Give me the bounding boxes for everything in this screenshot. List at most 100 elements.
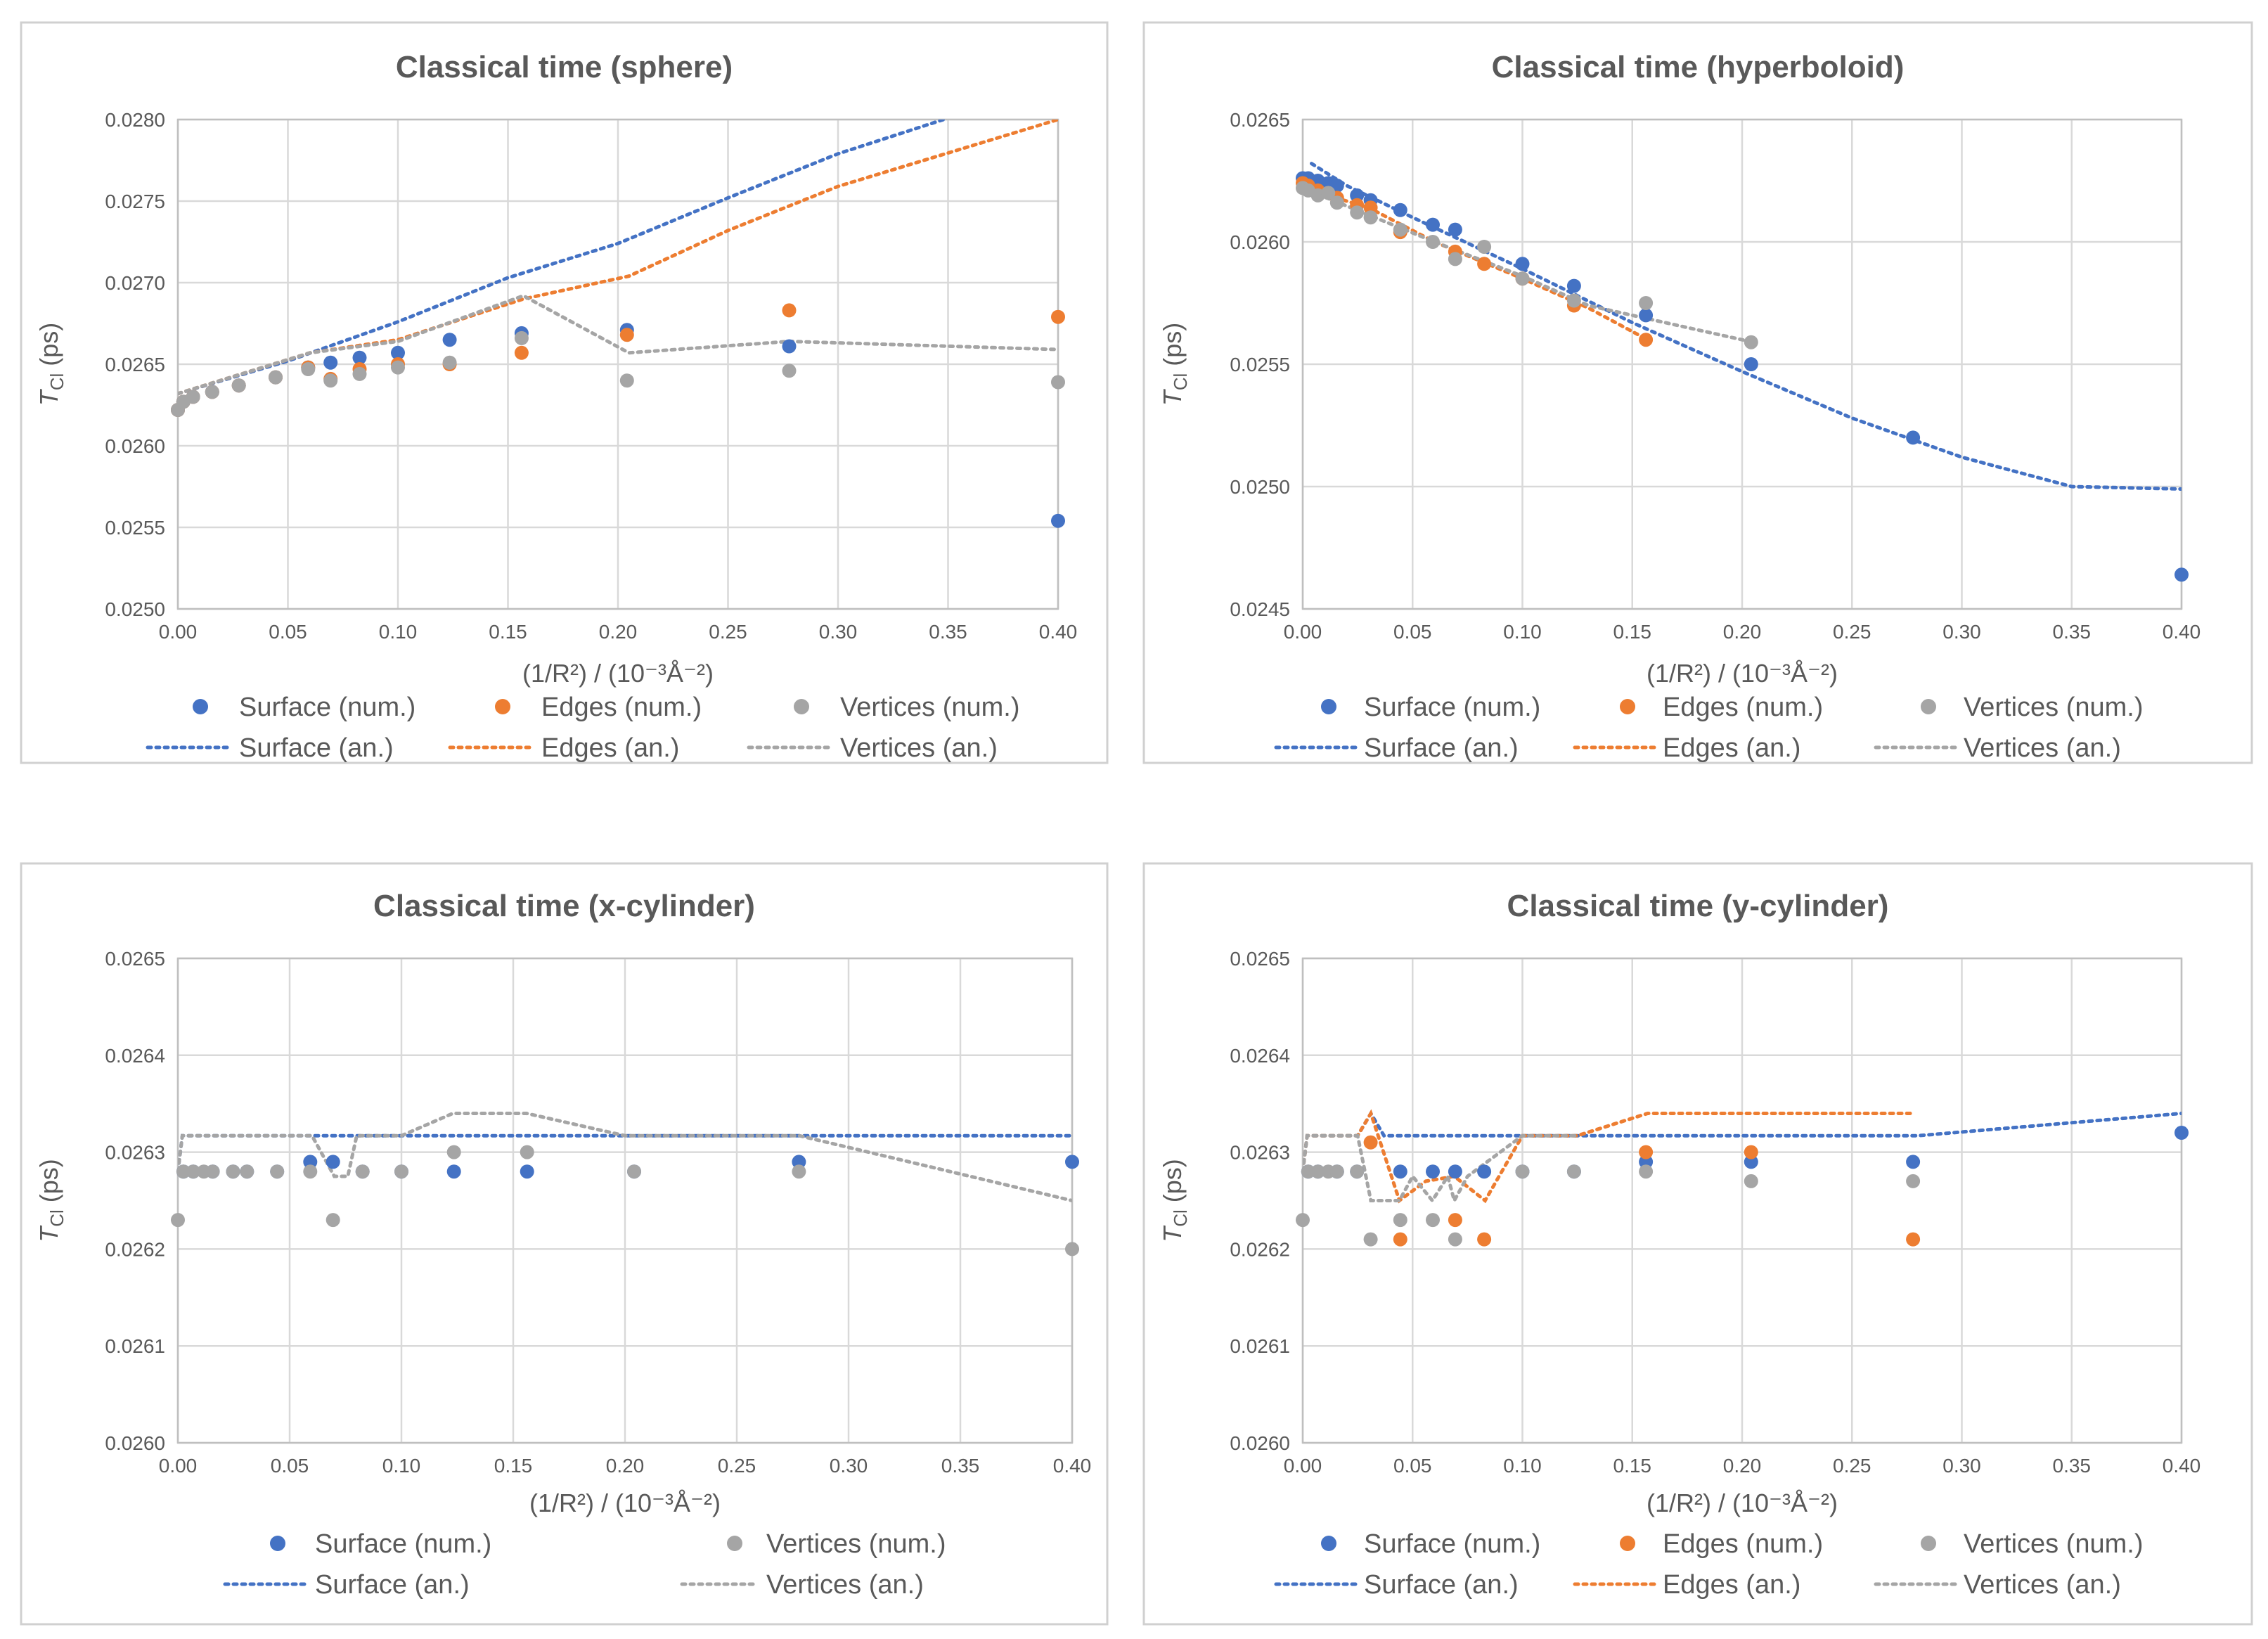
chart-frame <box>1142 862 2253 1626</box>
legend-label: Vertices (num.) <box>766 1529 946 1559</box>
data-point <box>1301 1164 1315 1179</box>
data-point <box>176 1164 191 1179</box>
data-point <box>1744 335 1758 349</box>
y-tick-label: 0.0265 <box>1230 948 1290 970</box>
y-tick-label: 0.0263 <box>1230 1142 1290 1164</box>
data-point <box>323 373 338 388</box>
y-tick-label: 0.0262 <box>105 1238 165 1260</box>
chart-title: Classical time (sphere) <box>396 50 733 84</box>
data-point <box>1051 309 1065 324</box>
data-point <box>619 328 634 342</box>
data-point <box>1639 308 1654 323</box>
data-point <box>1448 1164 1462 1179</box>
data-point <box>1448 1213 1462 1228</box>
data-point <box>1296 1213 1310 1228</box>
legend-label: Surface (num.) <box>239 693 415 722</box>
y-tick-label: 0.0275 <box>105 191 165 212</box>
chart-title: Classical time (y-cylinder) <box>1507 889 1889 923</box>
legend-marker <box>1321 699 1336 714</box>
y-tick-label: 0.0255 <box>1230 354 1290 375</box>
data-point <box>391 345 405 360</box>
y-tick-label: 0.0250 <box>105 598 165 620</box>
data-point <box>446 1145 461 1159</box>
plot-area <box>176 118 1059 610</box>
y-tick-label: 0.0260 <box>1230 231 1290 253</box>
data-point <box>1477 1164 1492 1179</box>
series-points-vertices-num <box>1296 181 1758 349</box>
data-point <box>352 350 367 365</box>
legend-label: Vertices (an.) <box>1964 1570 2121 1600</box>
data-point <box>1363 200 1378 215</box>
x-axis-label: (1/R²) / (10⁻³Å⁻²) <box>1647 659 1838 688</box>
legend-label: Edges (an.) <box>1663 733 1800 763</box>
data-point <box>1906 1232 1921 1247</box>
data-point <box>205 1164 220 1179</box>
legend-label: Surface (an.) <box>1364 1570 1519 1600</box>
y-tick-label: 0.0263 <box>105 1142 165 1164</box>
data-point <box>1639 1164 1654 1179</box>
x-tick-label: 0.20 <box>599 621 638 643</box>
legend-marker <box>794 699 809 714</box>
data-point <box>303 1164 318 1179</box>
data-point <box>394 1164 408 1179</box>
x-tick-label: 0.15 <box>1613 621 1652 643</box>
series-points-vertices-num <box>171 330 1065 417</box>
x-tick-label: 0.10 <box>1503 1455 1542 1477</box>
x-tick-label: 0.05 <box>271 1455 309 1477</box>
data-point <box>619 373 634 388</box>
x-tick-label: 0.05 <box>1393 621 1432 643</box>
x-axis-label: (1/R²) / (10⁻³Å⁻²) <box>522 659 714 688</box>
data-point <box>1477 1232 1492 1247</box>
x-tick-label: 0.35 <box>2053 1455 2092 1477</box>
legend-label: Edges (num.) <box>1663 693 1823 722</box>
y-tick-label: 0.0260 <box>1230 1432 1290 1454</box>
data-point <box>1515 257 1530 271</box>
x-tick-label: 0.40 <box>1053 1455 1092 1477</box>
x-axis-label: (1/R²) / (10⁻³Å⁻²) <box>529 1489 721 1517</box>
data-point <box>1321 186 1336 200</box>
data-point <box>1426 1213 1440 1228</box>
x-tick-label: 0.15 <box>494 1455 533 1477</box>
legend-label: Surface (num.) <box>315 1529 491 1559</box>
series-points-vertices-num <box>171 1145 1079 1256</box>
data-point <box>1477 257 1492 271</box>
legend-marker <box>1321 1536 1336 1551</box>
data-point <box>1566 293 1581 308</box>
legend: Surface (num.) Edges (num.) Vertices (num.… <box>1274 1529 2144 1600</box>
legend-marker <box>495 699 510 714</box>
series-line-surface-an <box>1310 162 2182 491</box>
x-tick-label: 0.15 <box>1613 1455 1652 1477</box>
data-point <box>270 1164 285 1179</box>
data-point <box>1393 1213 1407 1228</box>
chart-panel-1: Classical time (sphere) 0.00 0.05 0.10 0.15 0… <box>20 21 1109 764</box>
y-tick-label: 0.0260 <box>105 1432 165 1454</box>
x-tick-label: 0.20 <box>1723 621 1762 643</box>
data-point <box>1363 210 1378 225</box>
data-point <box>1448 1232 1462 1247</box>
y-tick-label: 0.0255 <box>105 517 165 539</box>
data-point <box>1566 1164 1581 1179</box>
data-point <box>446 1164 461 1179</box>
data-point <box>442 355 457 370</box>
y-tick-label: 0.0264 <box>1230 1045 1290 1067</box>
x-tick-label: 0.25 <box>709 621 747 643</box>
x-tick-label: 0.25 <box>718 1455 756 1477</box>
legend-marker <box>193 699 208 714</box>
legend-label: Surface (an.) <box>1364 733 1519 763</box>
data-point <box>1363 1135 1378 1150</box>
x-tick-label: 0.35 <box>929 621 967 643</box>
data-point <box>1515 1164 1530 1179</box>
x-tick-label: 0.35 <box>941 1455 980 1477</box>
x-tick-label: 0.30 <box>819 621 858 643</box>
y-tick-label: 0.0265 <box>105 354 165 375</box>
x-tick-label: 0.10 <box>379 621 418 643</box>
legend-marker <box>1921 699 1936 714</box>
legend-label: Edges (num.) <box>1663 1529 1823 1559</box>
data-point <box>782 339 797 354</box>
y-axis-label: TCl (ps) <box>34 1159 67 1242</box>
chart-panel-3: Classical time (x-cylinder) 0.00 0.05 0.10 0… <box>20 862 1109 1626</box>
legend: Surface (num.) Vertices (num.) Surface (an… <box>223 1529 946 1600</box>
x-tick-label: 0.00 <box>159 621 198 643</box>
legend-label: Vertices (an.) <box>766 1570 924 1600</box>
legend-label: Vertices (num.) <box>1964 1529 2144 1559</box>
